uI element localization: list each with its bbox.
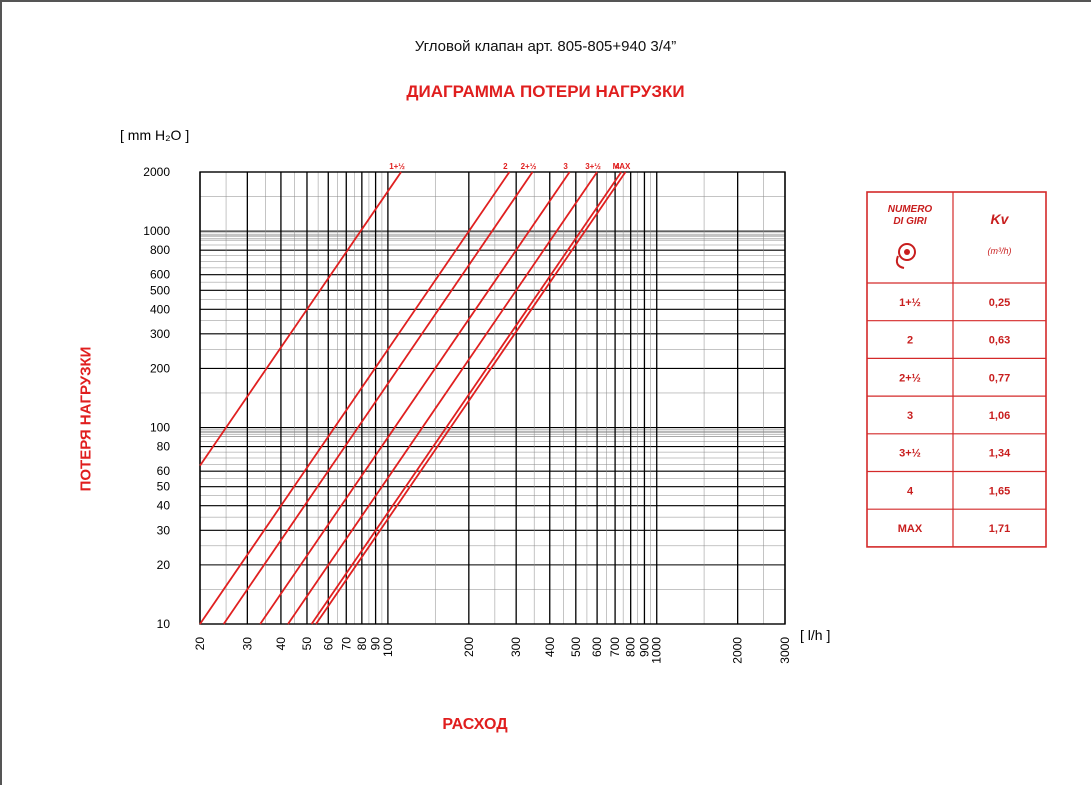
x-tick-label: 90 xyxy=(369,637,383,651)
y-tick-label: 600 xyxy=(150,268,170,282)
x-tick-label: 3000 xyxy=(778,637,792,664)
kv-cell-kv: 0,77 xyxy=(989,372,1010,384)
kv-cell-giri: 3 xyxy=(907,410,913,422)
knob-icon xyxy=(898,243,916,261)
curve-label: 3 xyxy=(563,162,568,171)
y-tick-label: 2000 xyxy=(143,165,170,179)
kv-cell-giri: 1+½ xyxy=(899,297,921,309)
kv-cell-giri: 4 xyxy=(907,485,914,497)
kv-cell-giri: 3+½ xyxy=(899,448,921,460)
y-tick-label: 20 xyxy=(157,558,171,572)
page-title: Угловой клапан арт. 805-805+940 3/4” xyxy=(414,38,677,55)
x-tick-label: 200 xyxy=(462,637,476,657)
plot-border xyxy=(199,171,786,625)
kv-header-giri: NUMERO xyxy=(888,204,933,215)
y-tick-label: 80 xyxy=(157,440,171,454)
curve-5 xyxy=(287,171,598,625)
curves xyxy=(199,171,627,625)
y-tick-label: 100 xyxy=(150,421,170,435)
y-tick-label: 40 xyxy=(157,499,171,513)
curve-6 xyxy=(310,171,623,625)
knob-icon xyxy=(904,249,910,255)
curve-1 xyxy=(199,171,402,467)
grid xyxy=(199,171,786,625)
curve-label: 1+½ xyxy=(389,162,405,171)
kv-header-giri: DI GIRI xyxy=(893,216,927,227)
y-tick-label: 60 xyxy=(157,464,171,478)
kv-cell-kv: 0,25 xyxy=(989,297,1010,309)
y-axis-unit: [ mm H₂O ] xyxy=(120,127,189,143)
x-tick-label: 100 xyxy=(381,637,395,657)
y-tick-label: 30 xyxy=(157,523,171,537)
x-tick-label: 30 xyxy=(240,637,254,651)
kv-cell-giri: 2+½ xyxy=(899,372,921,384)
y-tick-label: 500 xyxy=(150,283,170,297)
kv-cell-kv: 1,71 xyxy=(989,523,1010,535)
curve-label: 3+½ xyxy=(585,162,601,171)
y-tick-label: 400 xyxy=(150,302,170,316)
curve-label: MAX xyxy=(613,162,631,171)
y-tick-label: 10 xyxy=(157,617,171,631)
x-tick-label: 300 xyxy=(509,637,523,657)
y-tick-label: 800 xyxy=(150,243,170,257)
x-tick-label: 80 xyxy=(355,637,369,651)
kv-cell-giri: 2 xyxy=(907,335,913,347)
curve-label: 2 xyxy=(503,162,508,171)
y-tick-label: 300 xyxy=(150,327,170,341)
x-tick-label: 400 xyxy=(543,637,557,657)
curve-7 xyxy=(315,171,627,625)
curve-4 xyxy=(259,171,571,625)
y-tick-label: 200 xyxy=(150,361,170,375)
kv-cell-giri: MAX xyxy=(898,523,923,535)
x-tick-label: 70 xyxy=(339,637,353,651)
x-tick-label: 800 xyxy=(624,637,638,657)
y-tick-label: 1000 xyxy=(143,224,170,238)
x-tick-label: 600 xyxy=(590,637,604,657)
x-tick-label: 50 xyxy=(300,637,314,651)
y-tick-label: 50 xyxy=(157,480,171,494)
x-tick-label: 500 xyxy=(569,637,583,657)
x-axis-title: РАСХОД xyxy=(442,716,508,733)
x-tick-label: 700 xyxy=(608,637,622,657)
curve-label: 4 xyxy=(615,162,620,171)
kv-cell-kv: 0,63 xyxy=(989,335,1010,347)
x-tick-label: 20 xyxy=(193,637,207,651)
kv-table-border xyxy=(866,191,1047,548)
curve-label: 2+½ xyxy=(521,162,537,171)
kv-header-unit: (m³/h) xyxy=(988,246,1012,256)
x-axis-unit: [ l/h ] xyxy=(800,627,830,643)
kv-cell-kv: 1,34 xyxy=(989,448,1011,460)
curve-2 xyxy=(199,171,511,625)
x-tick-label: 900 xyxy=(637,637,651,657)
kv-header-kv: Kv xyxy=(991,211,1010,227)
x-tick-label: 1000 xyxy=(650,637,664,664)
chart-subtitle: ДИАГРАММА ПОТЕРИ НАГРУЗКИ xyxy=(406,82,685,101)
kv-cell-kv: 1,06 xyxy=(989,410,1010,422)
knob-icon xyxy=(895,255,905,269)
curve-3 xyxy=(222,171,534,625)
x-tick-label: 60 xyxy=(321,637,335,651)
kv-cell-kv: 1,65 xyxy=(989,485,1010,497)
x-tick-label: 40 xyxy=(274,637,288,651)
x-tick-label: 2000 xyxy=(731,637,745,664)
